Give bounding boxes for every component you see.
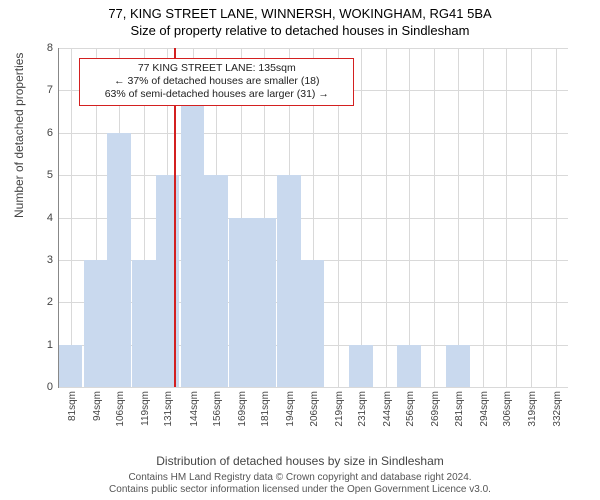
x-axis-label: Distribution of detached houses by size … (0, 454, 600, 468)
gridline-v (361, 48, 362, 387)
gridline-v (458, 48, 459, 387)
histogram-bar (84, 260, 108, 387)
gridline-v (531, 48, 532, 387)
histogram-bar (107, 133, 131, 387)
gridline-v (409, 48, 410, 387)
histogram-bar (181, 90, 205, 387)
xtick-label: 231sqm (357, 391, 368, 427)
xtick-label: 131sqm (163, 391, 174, 427)
xtick-label: 119sqm (140, 391, 151, 426)
ytick-label: 7 (47, 84, 53, 96)
chart-area: 01234567881sqm94sqm106sqm119sqm131sqm144… (58, 48, 568, 388)
ytick-label: 3 (47, 254, 53, 266)
xtick-label: 269sqm (430, 391, 441, 427)
xtick-label: 181sqm (260, 391, 271, 427)
xtick-label: 256sqm (405, 391, 416, 427)
histogram-bar (277, 175, 301, 387)
ytick-label: 8 (47, 42, 53, 54)
annotation-box: 77 KING STREET LANE: 135sqm← 37% of deta… (79, 58, 354, 105)
y-axis-label: Number of detached properties (12, 53, 26, 218)
histogram-bar (397, 345, 421, 387)
chart-title-block: 77, KING STREET LANE, WINNERSH, WOKINGHA… (0, 0, 600, 38)
xtick-label: 144sqm (189, 391, 200, 427)
annotation-line2: ← 37% of detached houses are smaller (18… (86, 75, 347, 88)
gridline-v (483, 48, 484, 387)
ytick-label: 4 (47, 212, 53, 224)
plot-region: 01234567881sqm94sqm106sqm119sqm131sqm144… (58, 48, 568, 388)
xtick-label: 219sqm (334, 391, 345, 427)
xtick-label: 306sqm (502, 391, 513, 427)
gridline-v (434, 48, 435, 387)
histogram-bar (132, 260, 156, 387)
annotation-line3: 63% of semi-detached houses are larger (… (86, 88, 347, 101)
xtick-label: 81sqm (67, 391, 78, 421)
xtick-label: 319sqm (527, 391, 538, 427)
footer-credits: Contains HM Land Registry data © Crown c… (0, 472, 600, 496)
xtick-label: 194sqm (285, 391, 296, 427)
xtick-label: 244sqm (382, 391, 393, 427)
xtick-label: 281sqm (454, 391, 465, 427)
histogram-bar (59, 345, 83, 387)
xtick-label: 94sqm (92, 391, 103, 421)
xtick-label: 206sqm (309, 391, 320, 427)
footer-line2: Contains public sector information licen… (0, 484, 600, 496)
ytick-label: 0 (47, 381, 53, 393)
histogram-bar (252, 218, 276, 388)
annotation-line1: 77 KING STREET LANE: 135sqm (86, 62, 347, 75)
gridline-v (386, 48, 387, 387)
histogram-bar (446, 345, 470, 387)
histogram-bar (204, 175, 228, 387)
gridline-v (71, 48, 72, 387)
chart-title-line2: Size of property relative to detached ho… (0, 23, 600, 38)
footer-line1: Contains HM Land Registry data © Crown c… (0, 472, 600, 484)
histogram-bar (349, 345, 373, 387)
histogram-bar (229, 218, 253, 388)
ytick-label: 6 (47, 127, 53, 139)
gridline-v (506, 48, 507, 387)
xtick-label: 332sqm (552, 391, 563, 427)
xtick-label: 169sqm (237, 391, 248, 427)
xtick-label: 294sqm (479, 391, 490, 427)
histogram-bar (301, 260, 325, 387)
ytick-label: 5 (47, 169, 53, 181)
xtick-label: 106sqm (115, 391, 126, 427)
gridline-h (59, 387, 568, 388)
ytick-label: 1 (47, 339, 53, 351)
xtick-label: 156sqm (212, 391, 223, 427)
chart-title-line1: 77, KING STREET LANE, WINNERSH, WOKINGHA… (0, 6, 600, 21)
ytick-label: 2 (47, 296, 53, 308)
gridline-v (556, 48, 557, 387)
